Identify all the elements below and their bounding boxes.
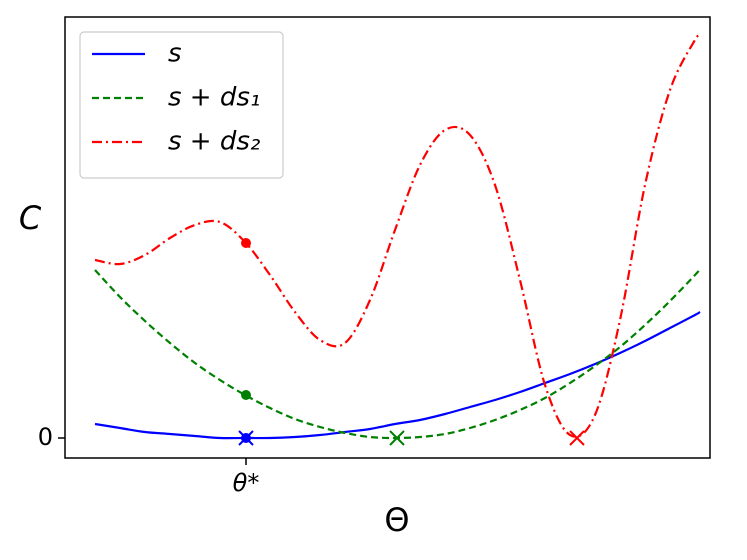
min-marker [238, 430, 254, 446]
legend: s s + ds₁ s + ds₂ [79, 31, 284, 179]
x-axis-label: Θ [384, 501, 409, 539]
plot-frame [64, 16, 711, 459]
legend-label: s + ds₂ [168, 127, 260, 157]
min-marker [569, 430, 585, 446]
point-marker [241, 238, 251, 248]
series-line [94, 268, 701, 440]
point-marker [241, 390, 251, 400]
x-tick-label: θ* [233, 469, 260, 497]
legend-box [79, 31, 284, 179]
y-tick-label: 0 [38, 423, 53, 451]
series-line [94, 311, 701, 440]
legend-label: s + ds₁ [168, 83, 260, 113]
y-axis-label: C [19, 199, 42, 237]
min-marker [389, 430, 405, 446]
legend-label: s [168, 39, 182, 69]
series-line [94, 34, 702, 438]
